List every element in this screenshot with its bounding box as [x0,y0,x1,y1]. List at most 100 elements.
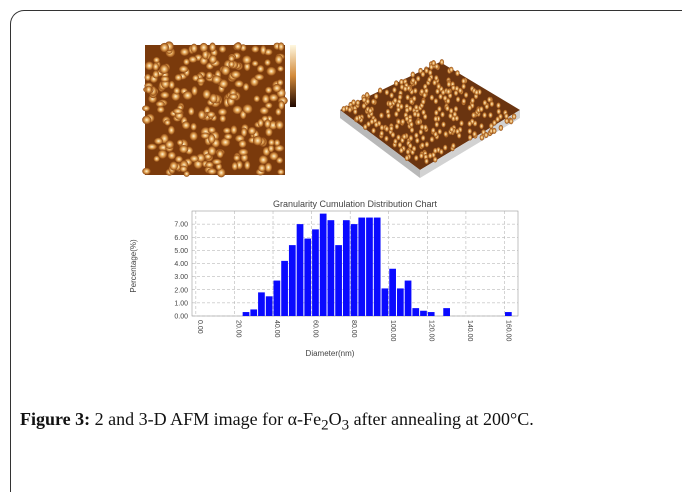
x-tick-label: 0.00 [196,320,203,334]
grain [142,115,152,125]
grain [277,65,284,72]
grain [207,146,217,156]
grain [146,143,157,151]
grain [394,123,400,130]
grain [416,75,421,82]
y-tick-label: 7.00 [174,222,188,229]
grain [219,114,227,123]
grain [424,158,429,165]
bar [366,217,373,316]
grain [264,119,271,129]
grain [397,94,403,101]
grain [231,161,238,171]
y-axis-label: Percentage(%) [129,239,138,293]
grain [432,79,437,86]
grain [152,62,159,71]
bar [242,312,250,316]
bar [281,260,288,316]
x-tick-label: 60.00 [312,320,319,338]
caption-sub: 3 [341,417,350,434]
grain [374,121,379,128]
x-tick-label: 80.00 [350,320,357,338]
bar [396,288,404,316]
grain [415,137,420,144]
bar [427,312,435,316]
grain [433,98,439,105]
histogram: Granularity Cumulation Distribution Char… [129,199,519,358]
grain [449,66,454,73]
grain [202,89,211,100]
grain [208,133,216,144]
bar [389,268,396,316]
grain [427,76,432,83]
grain [482,99,488,106]
grain [266,66,277,76]
grain [393,138,398,145]
grain [221,65,231,76]
grain [435,88,440,95]
grain [437,128,442,135]
grain [386,112,391,119]
grain [258,155,268,165]
grain [399,103,404,110]
grain [347,106,353,113]
grain [191,85,198,96]
grain [222,127,231,134]
bar [335,245,342,316]
grain [251,45,260,53]
grain [412,111,418,118]
grain [167,125,175,135]
bar [265,296,273,316]
grain [433,147,438,154]
grain [366,121,371,128]
grain [368,107,373,114]
bar [273,280,281,316]
bar [312,229,319,316]
grain [418,129,423,136]
caption-text: after annealing at 200°C. [349,409,534,429]
grain [197,110,206,120]
grain [392,87,397,94]
grain [238,139,247,148]
grain [414,132,419,139]
grain [492,127,497,134]
grain [455,96,461,103]
grain [144,73,152,82]
caption-text: 2 and 3-D AFM image for α-Fe [94,409,322,429]
grain [179,165,188,173]
y-tick-label: 5.00 [174,248,188,255]
grain [238,148,249,156]
grain [424,87,429,94]
grain [471,112,476,119]
grain [169,161,178,171]
grain [199,42,208,53]
grain [189,155,199,163]
grain [256,64,265,73]
bar [381,288,389,316]
grain [365,98,370,105]
grain [504,117,510,124]
grain [142,167,151,175]
grain [144,61,154,71]
grain [230,70,241,79]
grain [443,131,448,138]
grain [439,148,444,155]
grain [404,115,410,122]
y-tick-label: 4.00 [174,261,188,268]
afm-3d-side [340,110,420,178]
grain [413,87,418,94]
grain [244,160,251,170]
grain [257,118,264,128]
grain [449,107,454,114]
grain [492,119,497,126]
figure: Granularity Cumulation Distribution Char… [129,41,520,358]
grain [496,108,501,115]
grain [384,125,389,132]
bar [404,280,412,316]
grain [157,149,168,159]
grain [394,80,399,87]
grain [258,164,266,173]
grain [179,144,189,154]
bar [443,308,450,316]
